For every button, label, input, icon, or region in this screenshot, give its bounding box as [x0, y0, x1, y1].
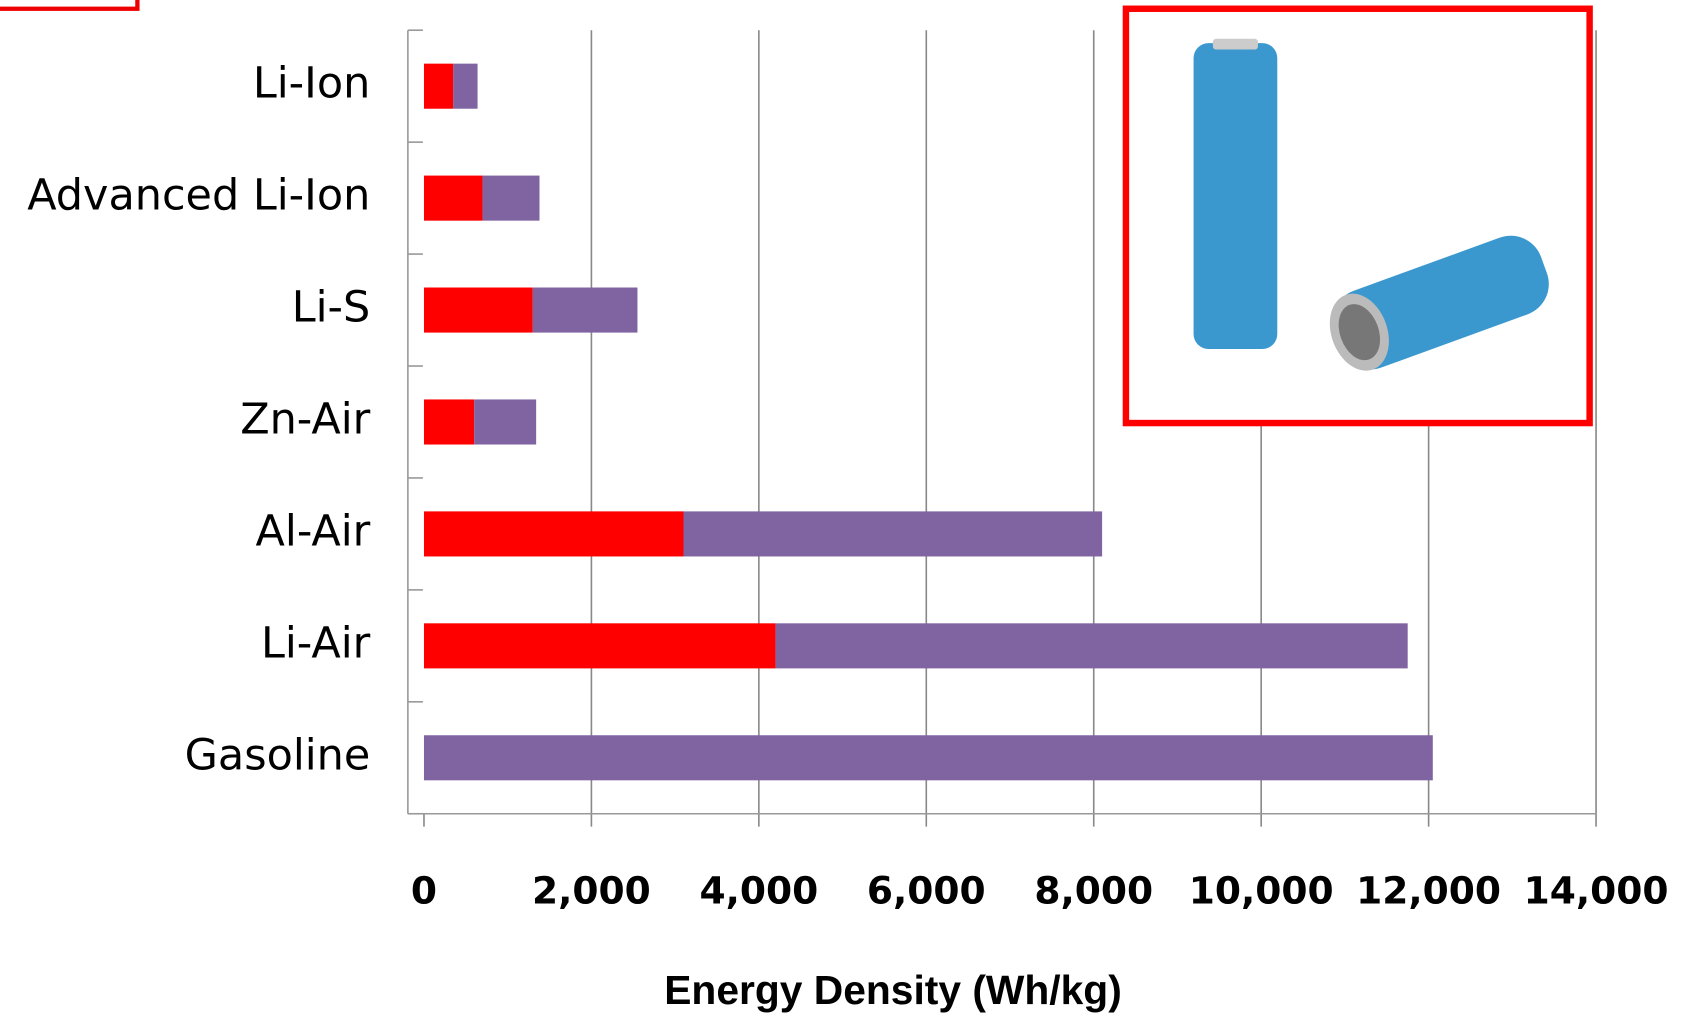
plot-area: 0 2,000 4,000 6,000 8,000 10,000 12,000 14,000 L… — [27, 29, 1669, 913]
y-tick-label: Advanced Li-Ion — [27, 171, 370, 221]
bar-segment — [423, 287, 533, 333]
x-tick-label: 4,000 — [699, 869, 818, 913]
battery-inset — [1122, 5, 1593, 427]
bar-segment — [423, 511, 684, 557]
x-tick-label: 0 — [411, 869, 437, 913]
bar-segment — [423, 63, 454, 109]
y-tick-label: Li-Air — [261, 618, 371, 668]
bar-segment — [423, 623, 776, 669]
bar-segment — [474, 399, 537, 445]
frame-corner — [0, 0, 140, 11]
y-tick-label: Li-Ion — [253, 59, 370, 109]
x-tick-label: 2,000 — [532, 869, 651, 913]
y-tick-label: Al-Air — [256, 506, 371, 556]
battery-terminal — [1212, 38, 1258, 50]
battery-lying — [1329, 235, 1549, 371]
y-tick-label: Li-S — [292, 283, 371, 333]
bar-segment — [423, 735, 1433, 781]
x-tick-label: 12,000 — [1356, 869, 1501, 913]
x-axis-title: Energy Density (Wh/kg) — [664, 967, 1122, 1013]
bar-segment — [482, 175, 540, 221]
battery-upright — [1193, 43, 1278, 349]
bar-segment — [453, 63, 478, 109]
x-tick-label: 6,000 — [867, 869, 986, 913]
x-tick-label: 8,000 — [1034, 869, 1153, 913]
y-tick-label: Gasoline — [185, 730, 371, 780]
y-tick-label: Zn-Air — [240, 394, 370, 444]
bar-segment — [683, 511, 1103, 557]
bar-segment — [532, 287, 638, 333]
bar-segment — [423, 399, 475, 445]
bar-segment — [423, 175, 483, 221]
bar-segment — [775, 623, 1408, 669]
x-tick-label: 10,000 — [1189, 869, 1334, 913]
x-tick-label: 14,000 — [1524, 869, 1669, 913]
